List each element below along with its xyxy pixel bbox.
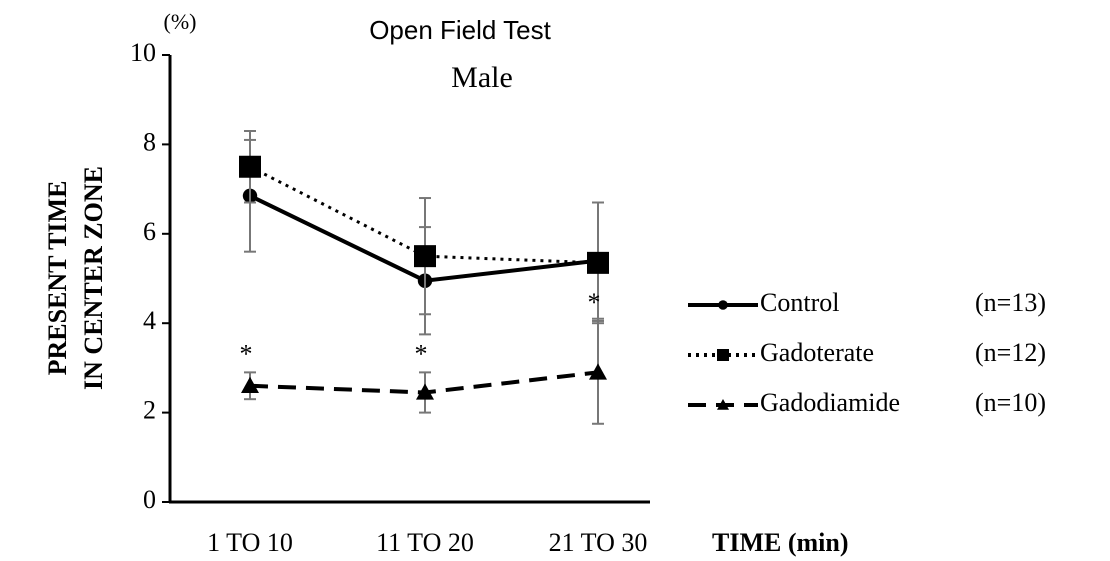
marker bbox=[717, 399, 729, 410]
y-tick-label: 2 bbox=[143, 396, 156, 425]
y-unit: (%) bbox=[164, 9, 197, 34]
y-tick-label: 6 bbox=[143, 217, 156, 246]
marker bbox=[414, 245, 436, 268]
x-axis-label: TIME (min) bbox=[712, 528, 849, 557]
legend-n: (n=12) bbox=[975, 338, 1046, 367]
y-axis-label: IN CENTER ZONE bbox=[79, 166, 108, 390]
chart-title: Open Field Test bbox=[369, 15, 551, 45]
y-tick-label: 0 bbox=[143, 485, 156, 514]
series-line bbox=[249, 165, 599, 265]
marker bbox=[718, 300, 728, 310]
legend-label: Gadoterate bbox=[760, 338, 874, 367]
y-axis-label: PRESENT TIME bbox=[43, 181, 72, 376]
y-tick-label: 4 bbox=[143, 306, 156, 335]
marker bbox=[239, 155, 261, 178]
y-tick-label: 8 bbox=[143, 127, 156, 156]
legend-label: Gadodiamide bbox=[760, 388, 900, 417]
y-tick-label: 10 bbox=[130, 38, 156, 67]
marker bbox=[589, 363, 607, 380]
legend-n: (n=13) bbox=[975, 288, 1046, 317]
marker bbox=[587, 251, 609, 274]
chart-subtitle: Male bbox=[451, 61, 513, 94]
marker bbox=[241, 376, 259, 393]
x-tick-label: 21 TO 30 bbox=[549, 528, 648, 557]
legend-label: Control bbox=[760, 288, 839, 317]
legend-n: (n=10) bbox=[975, 388, 1046, 417]
x-tick-label: 11 TO 20 bbox=[376, 528, 474, 557]
significance-marker: * bbox=[240, 339, 253, 368]
marker bbox=[416, 383, 434, 400]
x-tick-label: 1 TO 10 bbox=[207, 528, 293, 557]
significance-marker: * bbox=[415, 339, 428, 368]
marker bbox=[717, 349, 729, 361]
significance-marker: * bbox=[588, 288, 601, 317]
